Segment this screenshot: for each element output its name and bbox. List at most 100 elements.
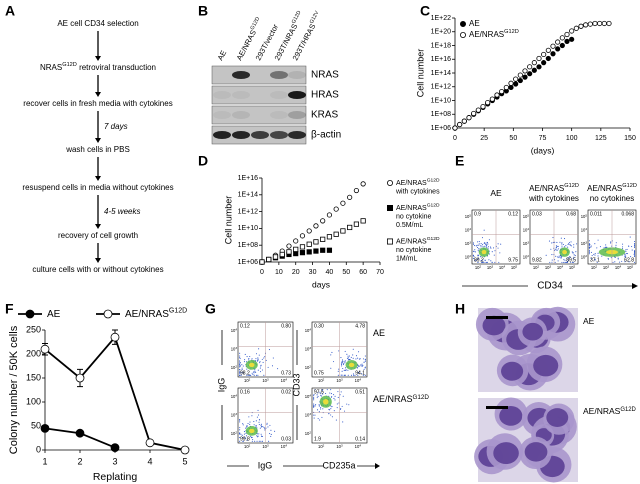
event-dot — [337, 370, 339, 372]
event-dot — [631, 249, 633, 251]
superscript: G12V — [309, 10, 321, 25]
marker — [471, 110, 477, 117]
event-dot — [350, 356, 352, 358]
event-dot — [342, 363, 344, 366]
event-dot — [239, 374, 241, 376]
legend-label: 0.5M/mL — [396, 222, 423, 229]
event-dot — [599, 246, 601, 248]
event-dot — [328, 413, 330, 415]
event-dot — [560, 257, 563, 259]
event-dot — [247, 423, 249, 425]
y-tick-label: 102 — [231, 364, 238, 370]
event-dot — [239, 370, 241, 372]
event-dot — [558, 255, 560, 257]
event-dot — [488, 239, 490, 241]
marker — [499, 88, 505, 95]
text-part: 10 — [465, 254, 470, 259]
flow-step: AE cell CD34 selection — [57, 19, 138, 28]
panel-label: C — [420, 3, 430, 19]
marker — [522, 68, 528, 74]
text-part: 10 — [244, 444, 249, 449]
y-tick-label: 104 — [581, 227, 588, 233]
event-dot — [561, 243, 563, 245]
event-dot — [556, 245, 558, 247]
micrograph-label: AE — [583, 316, 595, 326]
marker — [333, 231, 339, 237]
event-dot — [348, 355, 350, 357]
event-dot — [242, 365, 244, 367]
event-dot — [634, 241, 636, 243]
event-dot — [244, 353, 246, 356]
event-dot — [626, 253, 629, 255]
text-part: 10 — [281, 444, 286, 449]
event-dot — [361, 373, 363, 375]
text-part: AE/NRAS — [373, 394, 413, 404]
event-dot — [482, 244, 484, 246]
event-dot — [604, 247, 606, 249]
x-tick-label: 0 — [260, 269, 264, 276]
event-dot — [240, 374, 242, 376]
event-dot — [331, 406, 333, 408]
superscript: G12D — [413, 394, 430, 401]
x-tick-label: 3 — [112, 456, 117, 466]
event-dot — [341, 405, 343, 407]
event-dot — [313, 417, 315, 419]
event-dot — [247, 374, 249, 376]
event-dot — [340, 363, 343, 366]
text-part: 10 — [231, 347, 236, 352]
event-dot — [352, 373, 354, 375]
event-dot — [548, 240, 551, 242]
event-dot — [245, 437, 247, 439]
event-dot — [260, 433, 262, 435]
event-dot — [342, 360, 344, 362]
event-dot — [239, 440, 241, 442]
event-dot — [557, 256, 559, 258]
marker — [306, 249, 312, 255]
event-dot — [347, 369, 349, 371]
quadrant-percent: 0.12 — [240, 323, 250, 329]
y-tick-label: 1E+10 — [238, 225, 259, 232]
legend-label: AE/NRASG12D — [125, 307, 187, 319]
legend-marker — [25, 309, 35, 319]
event-dot — [258, 419, 260, 421]
event-dot — [262, 361, 264, 363]
arrow-head — [95, 138, 101, 143]
marker — [480, 103, 486, 110]
event-dot — [253, 372, 255, 374]
event-dot — [551, 254, 553, 256]
event-dot — [343, 369, 345, 371]
superscript: 3 — [469, 240, 471, 244]
event-dot — [624, 261, 626, 263]
marker — [569, 36, 575, 42]
superscript: 2 — [596, 264, 598, 268]
event-dot — [239, 361, 241, 363]
superscript: 4 — [359, 377, 361, 381]
marker — [541, 51, 547, 58]
blot-band — [213, 131, 231, 139]
marker — [508, 84, 514, 91]
superscript: 3 — [267, 443, 269, 447]
event-dot — [242, 424, 244, 426]
western-blot: AE AE/NRASG12D293T/vector293T/NRASG12D293… — [211, 10, 341, 145]
event-dot — [473, 251, 475, 253]
x-tick-label: 104 — [281, 443, 288, 449]
blot-row-label: β-actin — [311, 130, 341, 141]
chart: 0 50 100 150 200 250 1 2 3 4 5 Colony number / 50K … — [8, 307, 190, 483]
text-part: AE/NRAS — [396, 205, 427, 212]
cell-nucleus — [499, 406, 523, 426]
y-tick-label: 1E+06 — [431, 125, 452, 132]
superscript: G12D — [291, 10, 303, 25]
marker — [353, 221, 360, 227]
event-dot — [588, 253, 590, 255]
text-part: 10 — [499, 265, 504, 270]
marker — [513, 81, 519, 87]
marker — [536, 55, 542, 62]
event-dot — [562, 261, 564, 263]
event-dot — [313, 414, 315, 416]
event-dot — [246, 426, 248, 428]
event-dot — [551, 261, 553, 263]
arrow-head — [95, 92, 101, 97]
blot-strip — [211, 105, 307, 125]
quadrant-percent: 9.82 — [532, 257, 542, 263]
